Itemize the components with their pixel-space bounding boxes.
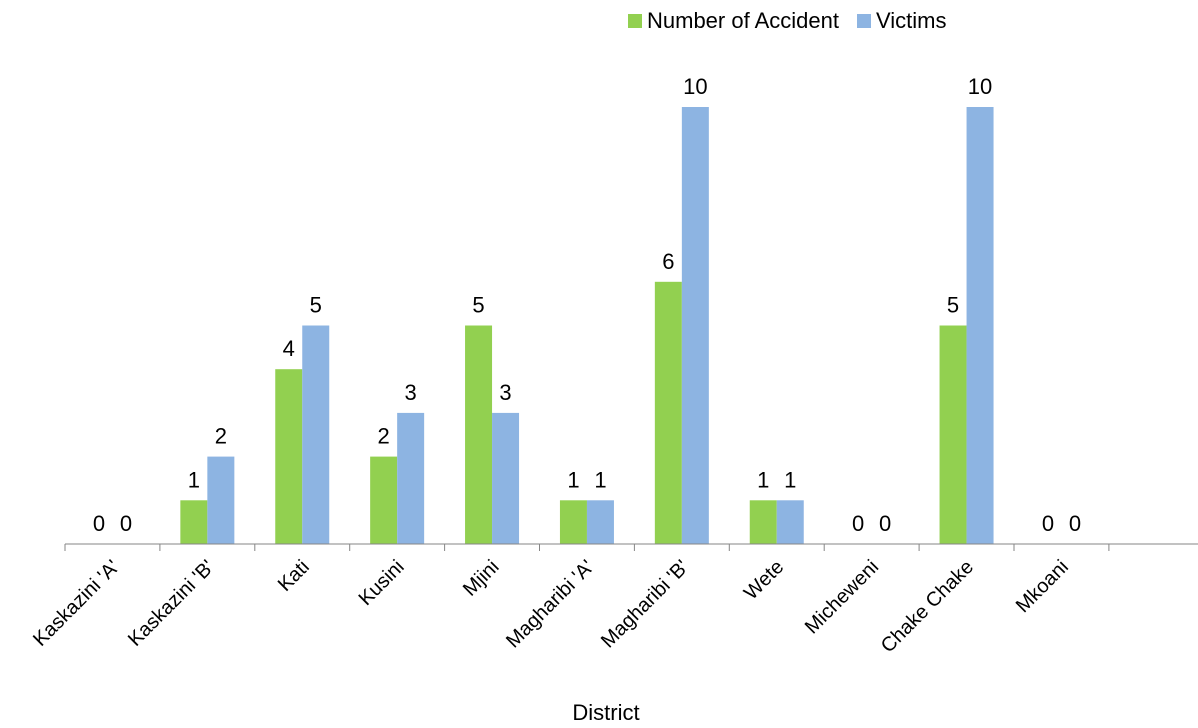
data-label-victims-7: 1 [784,467,796,492]
data-label-victims-1: 2 [215,424,227,449]
bar-victims-1 [207,456,235,544]
legend-label-accidents: Number of Accident [647,8,839,33]
x-tick-label-5: Magharibi 'A' [502,556,598,652]
x-tick-label-10: Mkoani [1012,556,1073,617]
x-tick-label-0: Kaskazini 'A' [29,556,124,651]
bar-accidents-6 [654,281,682,544]
x-tick-label-8: Micheweni [801,556,883,638]
data-label-accidents-2: 4 [283,336,295,361]
legend-item-accidents: Number of Accident [628,8,839,34]
legend-label-victims: Victims [875,8,947,33]
data-label-victims-2: 5 [310,293,322,318]
bar-victims-5 [586,500,614,544]
x-axis [64,543,1198,551]
x-tick-label-6: Magharibi 'B' [597,556,693,652]
x-tick-label-2: Kati [274,556,314,596]
x-tick-label-9: Chake Chake [877,556,978,657]
data-label-accidents-0: 0 [93,511,105,536]
x-tick-label-7: Wete [740,556,788,604]
data-label-victims-8: 0 [879,511,891,536]
legend-swatch-accidents [628,14,642,28]
bar-victims-2 [302,325,330,544]
x-axis-title: District [572,700,639,725]
data-label-accidents-4: 5 [472,293,484,318]
x-tick-labels: Kaskazini 'A' Kaskazini 'B' Kati Kusini Mjin… [29,556,1073,657]
data-label-accidents-6: 6 [662,249,674,274]
bar-accidents-1 [180,500,208,544]
data-label-victims-0: 0 [120,511,132,536]
data-label-accidents-3: 2 [378,424,390,449]
data-label-accidents-8: 0 [852,511,864,536]
legend-swatch-victims [856,14,871,28]
data-label-accidents-7: 1 [757,467,769,492]
bar-accidents-4 [465,325,493,544]
bar-victims-7 [776,500,804,544]
data-label-victims-5: 1 [594,467,606,492]
bar-victims-9 [966,107,994,544]
data-label-victims-4: 3 [499,380,511,405]
data-label-victims-6: 10 [683,74,707,99]
data-label-accidents-9: 5 [947,293,959,318]
chart-legend: Number of Accident Victims [628,8,964,34]
bar-victims-4 [492,412,520,544]
bar-accidents-7 [749,500,777,544]
x-tick-label-3: Kusini [355,556,409,610]
bar-accidents-3 [370,456,398,544]
data-label-victims-9: 10 [968,74,992,99]
bar-victims-6 [681,107,709,544]
bar-accidents-2 [275,369,303,544]
bars-group [180,107,994,544]
data-label-victims-10: 0 [1069,511,1081,536]
data-label-accidents-10: 0 [1042,511,1054,536]
bar-accidents-9 [939,325,967,544]
x-tick-label-4: Mjini [459,556,504,601]
x-tick-label-1: Kaskazini 'B' [124,556,219,651]
bar-accidents-5 [559,500,587,544]
legend-item-victims: Victims [856,8,947,34]
data-label-accidents-5: 1 [567,467,579,492]
data-label-accidents-1: 1 [188,467,200,492]
bar-victims-3 [397,412,425,544]
data-label-victims-3: 3 [405,380,417,405]
